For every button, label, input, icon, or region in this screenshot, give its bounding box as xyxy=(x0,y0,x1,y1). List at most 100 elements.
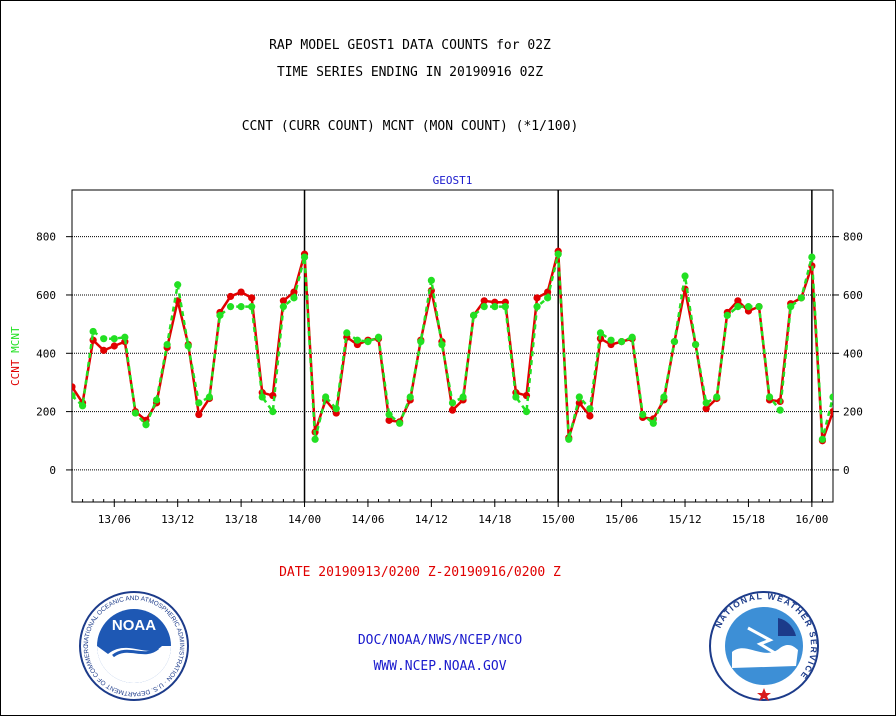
series-point-mcnt xyxy=(554,250,562,258)
noaa-logo-label: NOAA xyxy=(112,617,156,634)
series-point-ccnt xyxy=(734,297,742,305)
series-point-mcnt xyxy=(607,336,615,344)
series-point-mcnt xyxy=(438,340,446,349)
series-point-mcnt xyxy=(522,408,531,416)
series-point-mcnt xyxy=(205,393,214,401)
y-axis-label: CCNT MCNT xyxy=(9,326,22,386)
org-path: DOC/NOAA/NWS/NCEP/NCO xyxy=(357,633,523,648)
x-tick-label: 15/12 xyxy=(668,513,701,526)
series-point-mcnt xyxy=(72,391,76,400)
series-point-mcnt xyxy=(152,396,161,404)
series-point-mcnt xyxy=(385,410,393,419)
series-point-mcnt xyxy=(237,303,245,311)
series-point-ccnt xyxy=(290,288,298,296)
series-point-mcnt xyxy=(765,393,774,401)
chart-title-line-3: CCNT (CURR COUNT) MCNT (MON COUNT) (*1/1… xyxy=(241,119,579,134)
series-point-mcnt xyxy=(829,393,833,401)
series-point-ccnt xyxy=(480,297,488,305)
series-point-mcnt xyxy=(691,340,700,349)
y-tick-label-left: 0 xyxy=(49,464,56,477)
y-tick-label-left: 800 xyxy=(36,231,56,244)
series-point-mcnt xyxy=(396,419,404,427)
series-point-mcnt xyxy=(639,410,647,419)
series-point-mcnt xyxy=(787,303,795,311)
y-tick-label-right: 200 xyxy=(843,406,863,419)
series-point-mcnt xyxy=(216,311,224,319)
x-tick-label: 14/12 xyxy=(415,513,448,526)
series-point-mcnt xyxy=(163,340,171,349)
series-point-mcnt xyxy=(427,276,435,284)
series-point-mcnt xyxy=(322,393,330,401)
x-tick-label: 14/18 xyxy=(478,513,511,526)
website-url: WWW.NCEP.NOAA.GOV xyxy=(373,659,507,674)
y-tick-label-left: 200 xyxy=(36,406,56,419)
series-point-mcnt xyxy=(649,419,657,427)
y-axis-label-ccnt: CCNT xyxy=(9,359,22,386)
series-point-mcnt xyxy=(142,421,150,429)
series-point-ccnt xyxy=(72,383,76,391)
nws-logo: NATIONAL WEATHER SERVICE xyxy=(709,591,819,701)
y-tick-label-right: 800 xyxy=(843,231,863,244)
y-tick-label-right: 0 xyxy=(843,464,850,477)
series-point-mcnt xyxy=(586,405,594,413)
series-point-mcnt xyxy=(512,393,520,401)
series-point-mcnt xyxy=(596,329,605,337)
nws-star-icon xyxy=(757,688,771,701)
x-tick-label: 13/12 xyxy=(161,513,194,526)
series-point-ccnt xyxy=(110,342,118,350)
series-point-ccnt xyxy=(237,288,245,296)
y-tick-label-left: 600 xyxy=(36,289,56,302)
series-point-mcnt xyxy=(544,294,552,302)
x-tick-label: 14/00 xyxy=(288,513,321,526)
series-point-mcnt xyxy=(459,393,467,401)
series-point-mcnt xyxy=(670,338,679,346)
series-point-ccnt xyxy=(195,410,203,419)
series-point-mcnt xyxy=(491,303,499,311)
y-tick-label-right: 600 xyxy=(843,289,863,302)
y-tick-label-right: 400 xyxy=(843,347,863,360)
series-point-mcnt xyxy=(353,336,361,344)
noaa-logo: NOAA NATIONAL OCEANIC AND ATMOSPHERIC AD… xyxy=(78,590,189,701)
series-point-mcnt xyxy=(565,435,573,443)
series-point-mcnt xyxy=(374,333,383,341)
series-point-mcnt xyxy=(818,435,827,443)
series-point-mcnt xyxy=(406,393,414,401)
series-point-mcnt xyxy=(744,303,753,311)
series-point-mcnt xyxy=(628,333,636,341)
date-range: DATE 20190913/0200 Z-20190916/0200 Z xyxy=(279,565,561,580)
series-point-mcnt xyxy=(797,294,805,302)
series-point-ccnt xyxy=(279,297,287,305)
series-point-mcnt xyxy=(300,253,309,261)
series-point-mcnt xyxy=(681,272,689,280)
series-point-mcnt xyxy=(618,338,626,346)
series-point-mcnt xyxy=(131,409,140,417)
series-point-mcnt xyxy=(533,303,541,311)
series-point-ccnt xyxy=(248,294,256,302)
y-axis-label-mcnt: MCNT xyxy=(9,326,22,359)
series-point-mcnt xyxy=(575,393,583,401)
series-point-mcnt xyxy=(100,335,108,343)
series-point-ccnt xyxy=(448,406,457,414)
series-point-mcnt xyxy=(713,393,721,401)
series-point-mcnt xyxy=(734,303,742,311)
series-point-mcnt xyxy=(258,393,266,401)
series-point-mcnt xyxy=(417,338,425,346)
series-point-mcnt xyxy=(448,399,457,407)
series-point-ccnt xyxy=(702,405,710,413)
series-point-ccnt xyxy=(100,346,108,354)
series-point-mcnt xyxy=(702,399,710,407)
series-point-mcnt xyxy=(480,303,488,311)
x-tick-label: 14/06 xyxy=(351,513,384,526)
chart-title-line-2: TIME SERIES ENDING IN 20190916 02Z xyxy=(276,65,544,80)
series-point-mcnt xyxy=(226,303,235,311)
x-tick-label: 15/18 xyxy=(732,513,765,526)
series-point-mcnt xyxy=(184,342,192,350)
series-point-mcnt xyxy=(290,294,298,302)
series-point-mcnt xyxy=(343,329,351,337)
x-tick-label: 13/06 xyxy=(98,513,131,526)
series-point-mcnt xyxy=(808,253,816,261)
series-point-mcnt xyxy=(174,281,182,289)
series-point-ccnt xyxy=(226,292,235,301)
y-tick-label-left: 400 xyxy=(36,347,56,360)
